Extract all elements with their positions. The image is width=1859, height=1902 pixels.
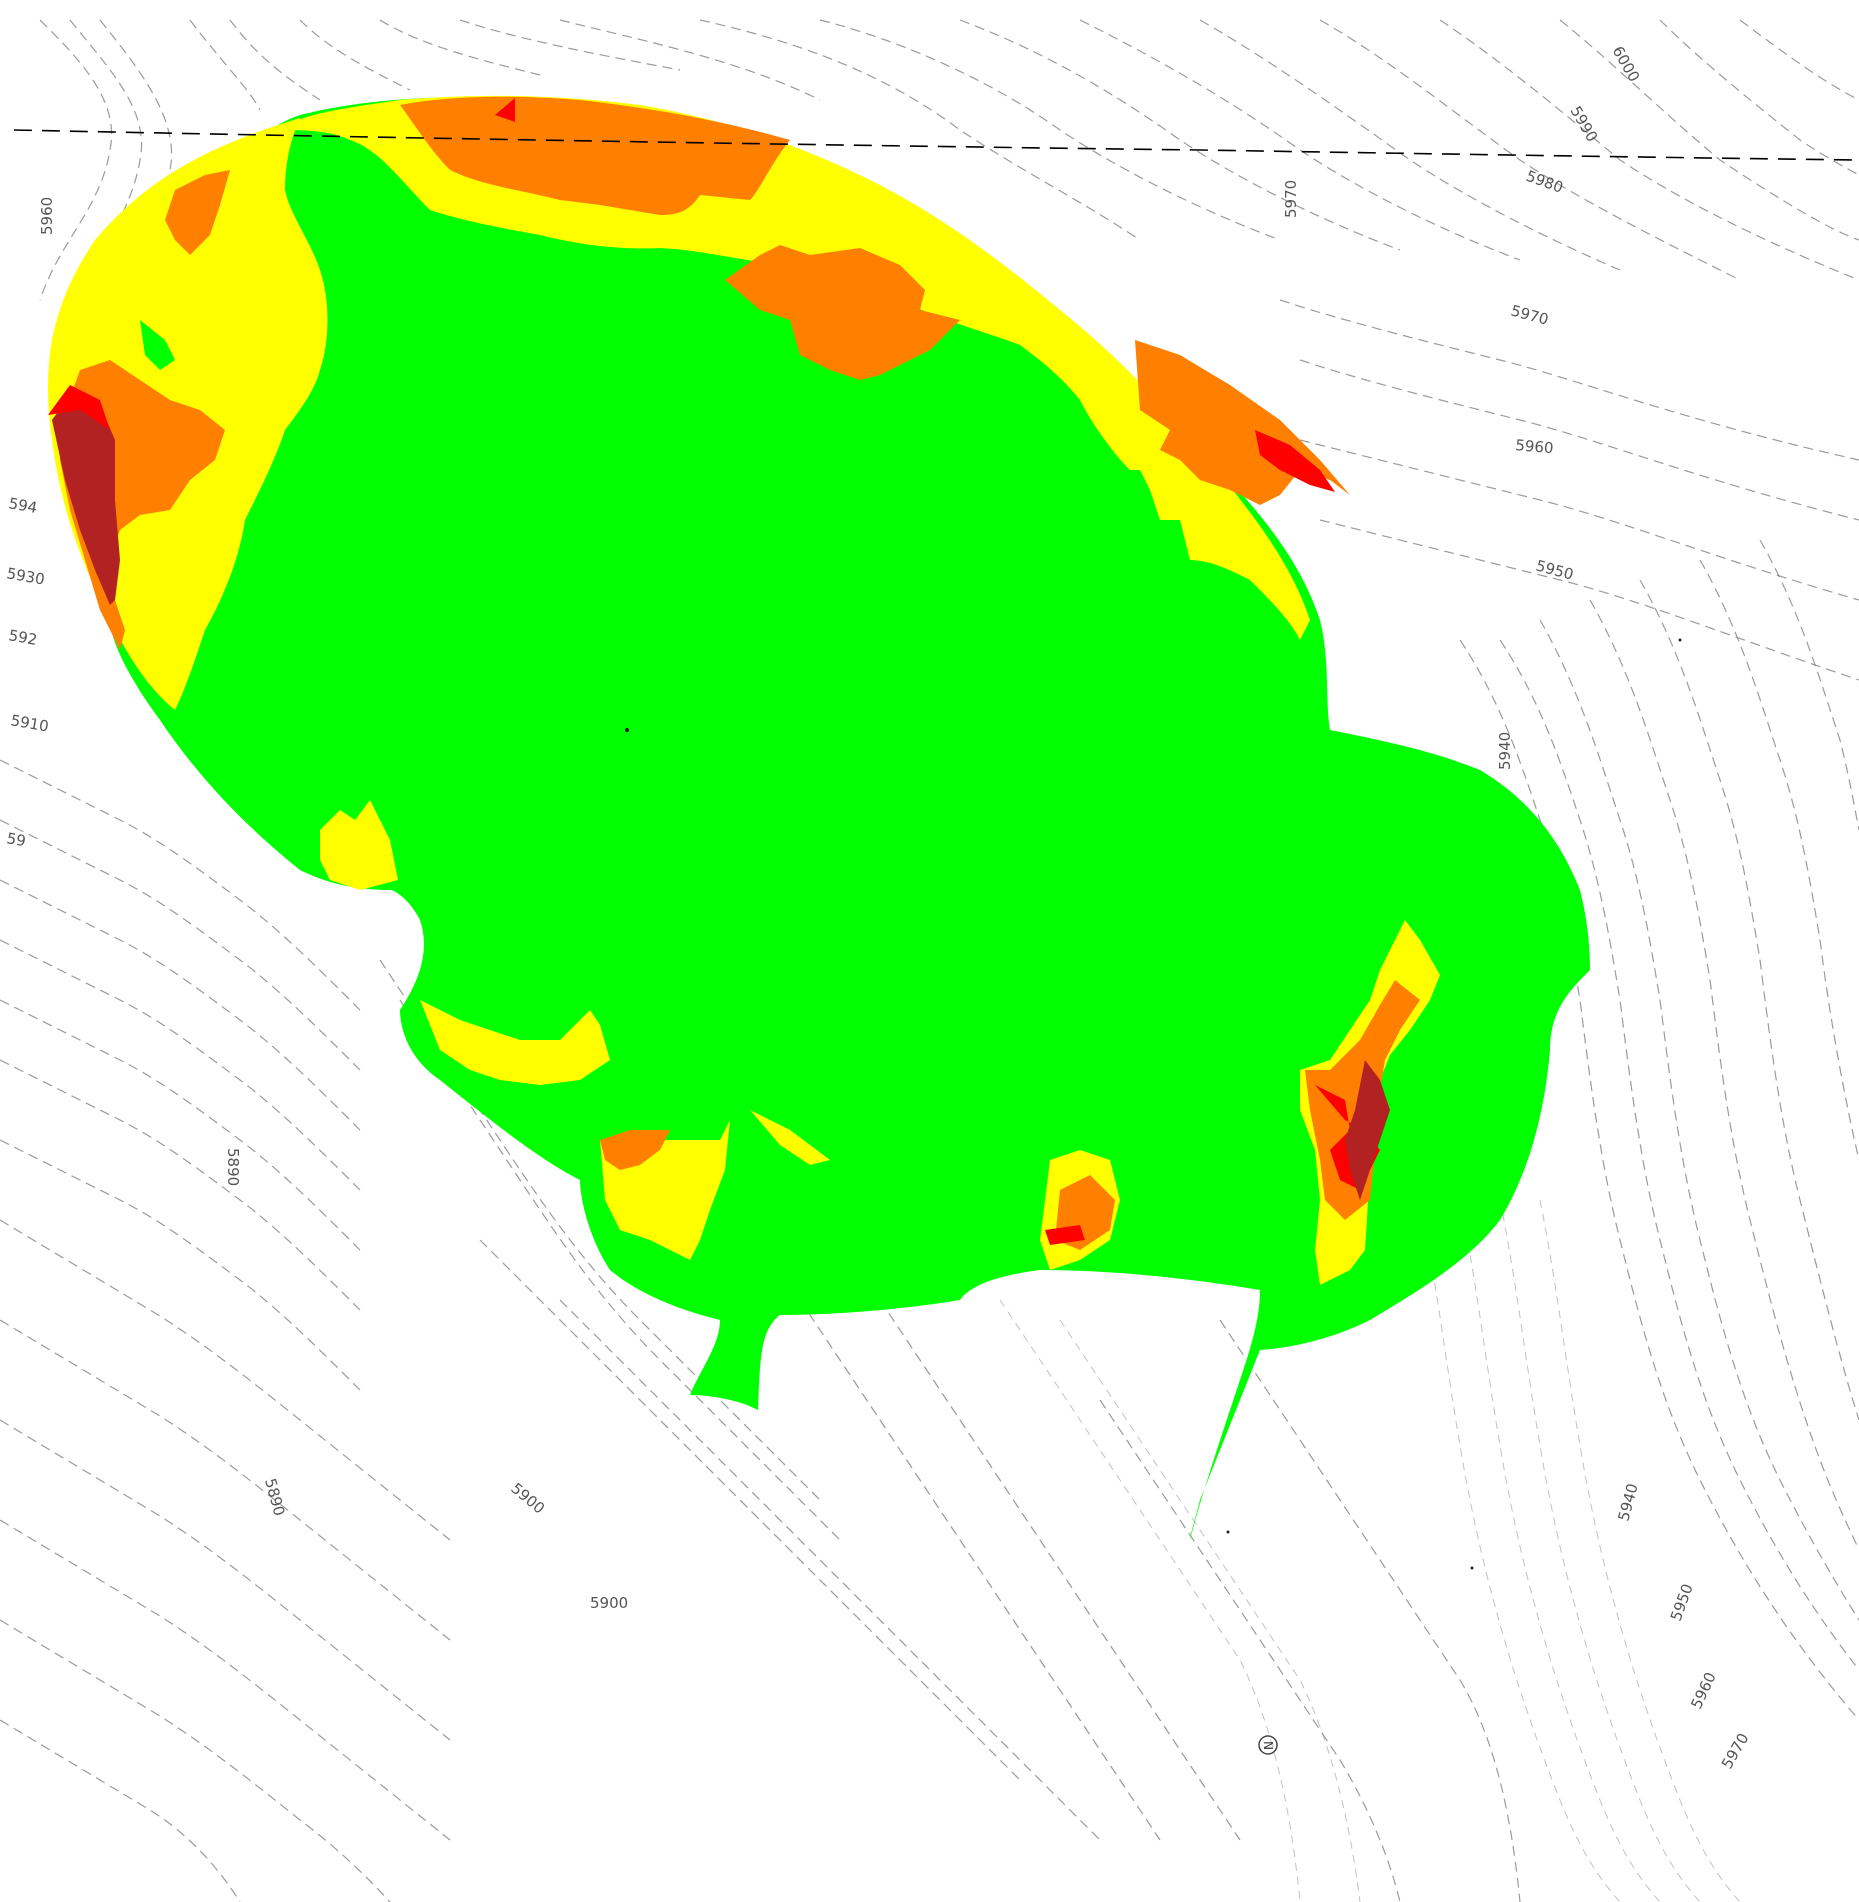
contour-label: 592 — [7, 626, 38, 649]
zone-darkred-southeast — [1345, 1060, 1390, 1200]
contour-label: 5900 — [590, 1594, 628, 1612]
zone-yellow-southwest — [320, 800, 398, 890]
zone-red-northeast — [1255, 430, 1335, 492]
zone-orange-north-1 — [400, 96, 790, 215]
zone-orange-south-2 — [600, 1130, 670, 1170]
survey-point — [1470, 1566, 1474, 1570]
zone-yellow-south-1 — [420, 1000, 610, 1085]
contour-label: 5960 — [1515, 436, 1555, 457]
contour-label: 5940 — [1496, 732, 1514, 770]
survey-point — [625, 728, 629, 732]
contour-label: 59 — [5, 829, 27, 850]
survey-point — [1678, 638, 1682, 642]
zone-red-west — [48, 385, 110, 430]
zone-yellow-sliver — [750, 1110, 830, 1165]
contour-label: 594 — [7, 494, 38, 517]
contour-lines — [0, 19, 1859, 1902]
zone-green-west-patch — [140, 320, 175, 370]
zone-darkred-west — [52, 395, 120, 605]
contour-label: 5970 — [1282, 180, 1300, 218]
north-arrow-icon: N — [1258, 1735, 1278, 1755]
survey-point — [1226, 1530, 1230, 1534]
zone-green-main — [110, 97, 1590, 1541]
contour-label: 5890 — [224, 1148, 242, 1186]
zone-yellow-north — [280, 95, 1310, 641]
zone-orange-north-2 — [725, 245, 960, 380]
contour-label: 5960 — [38, 197, 56, 235]
boundary-line — [13, 129, 1859, 161]
zone-red-south-3 — [1045, 1225, 1085, 1245]
north-marker-label: N — [1262, 1741, 1276, 1750]
stability-zones — [48, 95, 1590, 1541]
zone-red-north-tip — [495, 98, 515, 122]
zone-orange-west-1 — [165, 170, 230, 255]
